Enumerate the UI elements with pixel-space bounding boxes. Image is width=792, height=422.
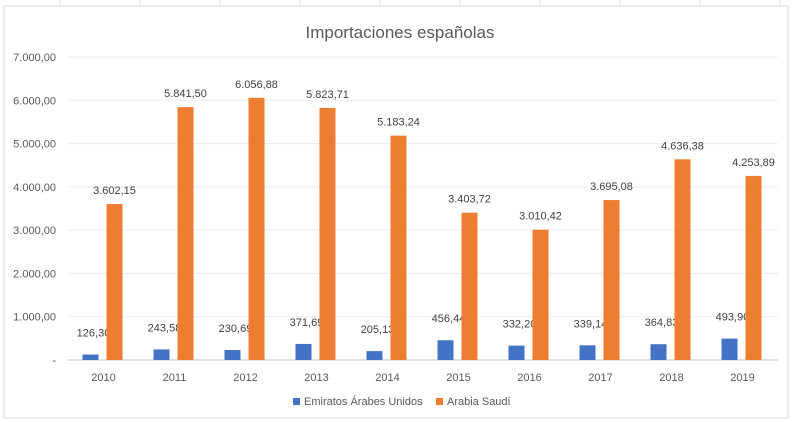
bar-emiratos-2012 [224, 350, 241, 360]
data-label: 339,14 [574, 318, 608, 330]
bar-emiratos-2010 [82, 354, 99, 360]
bar-emiratos-2015 [437, 340, 454, 360]
legend-label: Emiratos Árabes Unidos [304, 395, 423, 408]
data-label: 205,13 [361, 324, 395, 336]
data-label: 230,69 [219, 323, 253, 335]
data-label: 3.010,42 [519, 211, 562, 223]
data-label: 493,90 [716, 312, 750, 324]
x-tick-label: 2011 [163, 372, 187, 384]
x-tick-label: 2019 [730, 372, 754, 384]
y-tick-label: 7.000,00 [13, 52, 56, 64]
x-tick-label: 2014 [375, 372, 399, 384]
data-label: 5.841,50 [164, 88, 207, 100]
bar-emiratos-2016 [508, 345, 525, 360]
data-label: 3.695,08 [590, 181, 633, 193]
data-label: 332,20 [503, 319, 537, 331]
y-tick-label: 1.000,00 [13, 312, 56, 324]
data-label: 126,30 [77, 328, 111, 340]
bar-arabia-2014 [390, 135, 407, 360]
bar-emiratos-2018 [650, 344, 667, 360]
bar-emiratos-2014 [366, 351, 383, 360]
data-label: 4.636,38 [661, 140, 704, 152]
y-tick-label: - [52, 355, 56, 367]
data-label: 6.056,88 [235, 79, 278, 91]
bar-emiratos-2017 [579, 345, 596, 360]
legend-swatch [436, 398, 443, 405]
data-label: 456,44 [432, 313, 466, 325]
data-label: 364,83 [645, 317, 679, 329]
data-label: 5.183,24 [377, 117, 420, 129]
x-tick-label: 2018 [659, 372, 683, 384]
data-label: 3.403,72 [448, 194, 491, 206]
y-tick-label: 5.000,00 [13, 139, 56, 151]
y-tick-label: 2.000,00 [13, 268, 56, 280]
bar-arabia-2013 [319, 107, 336, 360]
data-label: 243,58 [148, 322, 182, 334]
bar-arabia-2015 [461, 212, 478, 360]
bar-arabia-2010 [106, 204, 123, 360]
chart-title: Importaciones españolas [305, 23, 494, 42]
data-label: 371,69 [290, 317, 324, 329]
bar-arabia-2019 [745, 175, 762, 360]
bar-arabia-2017 [603, 200, 620, 360]
x-tick-label: 2012 [233, 372, 257, 384]
bar-emiratos-2019 [721, 338, 738, 360]
x-tick-label: 2017 [588, 372, 612, 384]
legend-swatch [293, 398, 300, 405]
y-tick-label: 6.000,00 [13, 95, 56, 107]
x-tick-label: 2016 [517, 372, 541, 384]
y-tick-label: 4.000,00 [13, 182, 56, 194]
x-tick-label: 2013 [304, 372, 328, 384]
y-tick-label: 3.000,00 [13, 225, 56, 237]
x-tick-label: 2010 [91, 372, 115, 384]
bar-arabia-2018 [674, 159, 691, 360]
bar-emiratos-2013 [295, 343, 312, 360]
bar-arabia-2016 [532, 229, 549, 360]
x-tick-label: 2015 [446, 372, 470, 384]
legend-label: Arabia Saudí [447, 396, 511, 408]
bar-arabia-2012 [248, 97, 265, 361]
bar-emiratos-2011 [153, 349, 170, 360]
data-label: 5.823,71 [306, 89, 349, 101]
bar-arabia-2011 [177, 107, 194, 360]
data-label: 4.253,89 [732, 157, 775, 169]
data-label: 3.602,15 [93, 185, 136, 197]
